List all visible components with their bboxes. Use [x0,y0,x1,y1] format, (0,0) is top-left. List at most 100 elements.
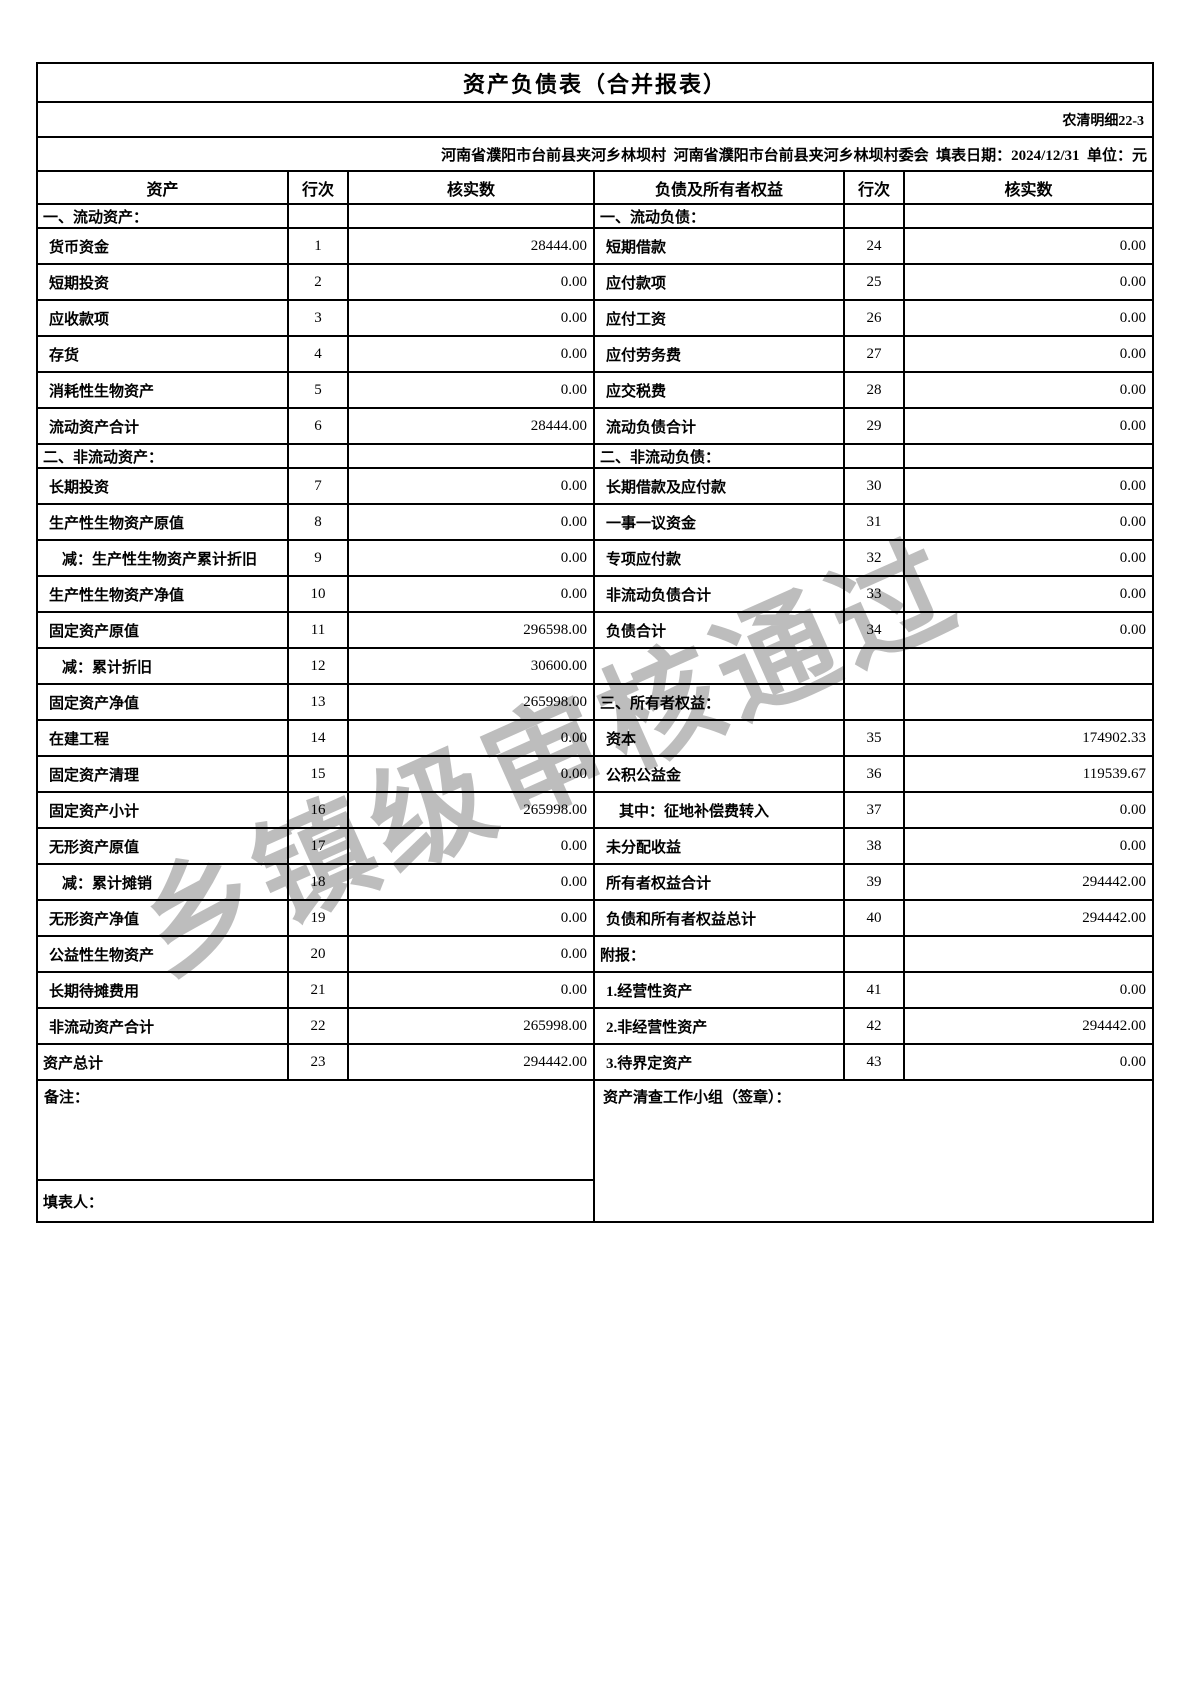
asset-value-cell [347,443,595,469]
asset-value-cell: 0.00 [347,575,595,613]
liability-line-no-cell: 36 [843,755,905,793]
table-row: 长期投资 7 0.00 长期借款及应付款 30 0.00 [38,467,1152,505]
asset-value-cell: 0.00 [347,899,595,937]
asset-label-cell: 减：累计折旧 [38,647,289,685]
liability-value-cell: 0.00 [903,299,1152,337]
table-row: 固定资产净值 13 265998.00 三、所有者权益： [38,683,1152,721]
liability-value-cell: 0.00 [903,263,1152,301]
liability-value-cell [903,647,1152,685]
signature-cell: 资产清查工作小组（签章）： [603,1090,791,1106]
asset-label-cell: 固定资产小计 [38,791,289,829]
liability-line-no-cell [843,935,905,973]
liability-value-cell: 294442.00 [903,863,1152,901]
liability-value-cell: 0.00 [903,503,1152,541]
table-row: 减：累计摊销 18 0.00 所有者权益合计 39 294442.00 [38,863,1152,901]
asset-label-cell: 减：累计摊销 [38,863,289,901]
asset-value-cell: 28444.00 [347,227,595,265]
doc-code: 农清明细22-3 [38,103,1152,138]
liability-label-cell: 所有者权益合计 [593,863,845,901]
asset-line-no-cell: 7 [287,467,349,505]
liability-value-cell: 0.00 [903,227,1152,265]
asset-label-cell: 生产性生物资产净值 [38,575,289,613]
asset-label-cell: 流动资产合计 [38,407,289,445]
table-row: 公益性生物资产 20 0.00 附报： [38,935,1152,973]
liability-line-no-cell: 31 [843,503,905,541]
asset-line-no-cell: 23 [287,1043,349,1081]
asset-label-cell: 长期投资 [38,467,289,505]
liability-line-no-cell: 39 [843,863,905,901]
asset-label-cell: 在建工程 [38,719,289,757]
table-row: 资产总计 23 294442.00 3.待界定资产 43 0.00 [38,1043,1152,1081]
liability-value-cell: 0.00 [903,971,1152,1009]
asset-value-cell: 0.00 [347,935,595,973]
asset-value-cell: 0.00 [347,755,595,793]
asset-line-no-cell [287,203,349,229]
table-row: 非流动资产合计 22 265998.00 2.非经营性资产 42 294442.… [38,1007,1152,1045]
table-row: 减：生产性生物资产累计折旧 9 0.00 专项应付款 32 0.00 [38,539,1152,577]
liability-line-no-cell: 40 [843,899,905,937]
asset-label-cell: 固定资产净值 [38,683,289,721]
asset-line-no-cell: 1 [287,227,349,265]
liability-label-cell: 应付工资 [593,299,845,337]
liability-line-no-cell: 35 [843,719,905,757]
column-header-liability: 负债及所有者权益 [593,172,845,205]
column-header-line-no-right: 行次 [843,172,905,205]
liability-value-cell [903,203,1152,229]
asset-value-cell: 294442.00 [347,1043,595,1081]
liability-line-no-cell: 43 [843,1043,905,1081]
liability-line-no-cell: 28 [843,371,905,409]
asset-line-no-cell: 5 [287,371,349,409]
column-header-verified-left: 核实数 [347,172,595,205]
asset-label-cell: 资产总计 [38,1043,289,1081]
liability-label-cell: 应交税费 [593,371,845,409]
asset-label-cell: 长期待摊费用 [38,971,289,1009]
liability-label-cell: 流动负债合计 [593,407,845,445]
column-header-asset: 资产 [38,172,289,205]
liability-value-cell: 294442.00 [903,1007,1152,1045]
asset-value-cell: 265998.00 [347,1007,595,1045]
table-row: 流动资产合计 6 28444.00 流动负债合计 29 0.00 [38,407,1152,445]
asset-value-cell: 0.00 [347,971,595,1009]
liability-label-cell: 应付款项 [593,263,845,301]
liability-value-cell: 0.00 [903,827,1152,865]
column-header-verified-right: 核实数 [903,172,1152,205]
table-row: 一、流动资产： 一、流动负债： [38,203,1152,229]
asset-line-no-cell: 21 [287,971,349,1009]
table-row: 存货 4 0.00 应付劳务费 27 0.00 [38,335,1152,373]
liability-value-cell: 294442.00 [903,899,1152,937]
asset-line-no-cell: 3 [287,299,349,337]
table-row: 在建工程 14 0.00 资本 35 174902.33 [38,719,1152,757]
asset-line-no-cell: 11 [287,611,349,649]
liability-value-cell: 0.00 [903,371,1152,409]
liability-line-no-cell [843,647,905,685]
table-row: 消耗性生物资产 5 0.00 应交税费 28 0.00 [38,371,1152,409]
liability-line-no-cell: 27 [843,335,905,373]
liability-value-cell: 0.00 [903,1043,1152,1081]
asset-label-cell: 固定资产原值 [38,611,289,649]
table-row: 无形资产净值 19 0.00 负债和所有者权益总计 40 294442.00 [38,899,1152,937]
asset-label-cell: 公益性生物资产 [38,935,289,973]
liability-value-cell: 0.00 [903,335,1152,373]
liability-label-cell: 专项应付款 [593,539,845,577]
preparer-cell: 填表人： [43,1194,104,1211]
liability-value-cell: 0.00 [903,539,1152,577]
asset-value-cell: 0.00 [347,503,595,541]
liability-label-cell: 一事一议资金 [593,503,845,541]
asset-value-cell: 265998.00 [347,683,595,721]
liability-label-cell: 应付劳务费 [593,335,845,373]
liability-value-cell: 0.00 [903,611,1152,649]
asset-label-cell: 短期投资 [38,263,289,301]
liability-value-cell [903,683,1152,721]
liability-value-cell: 0.00 [903,791,1152,829]
liability-label-cell: 非流动负债合计 [593,575,845,613]
asset-label-cell: 一、流动资产： [38,203,289,229]
liability-label-cell [593,647,845,685]
table-row: 固定资产原值 11 296598.00 负债合计 34 0.00 [38,611,1152,649]
column-header-line-no-left: 行次 [287,172,349,205]
liability-label-cell: 负债和所有者权益总计 [593,899,845,937]
asset-value-cell: 296598.00 [347,611,595,649]
asset-line-no-cell: 6 [287,407,349,445]
table-row: 二、非流动资产： 二、非流动负债： [38,443,1152,469]
table-row: 固定资产小计 16 265998.00 其中：征地补偿费转入 37 0.00 [38,791,1152,829]
